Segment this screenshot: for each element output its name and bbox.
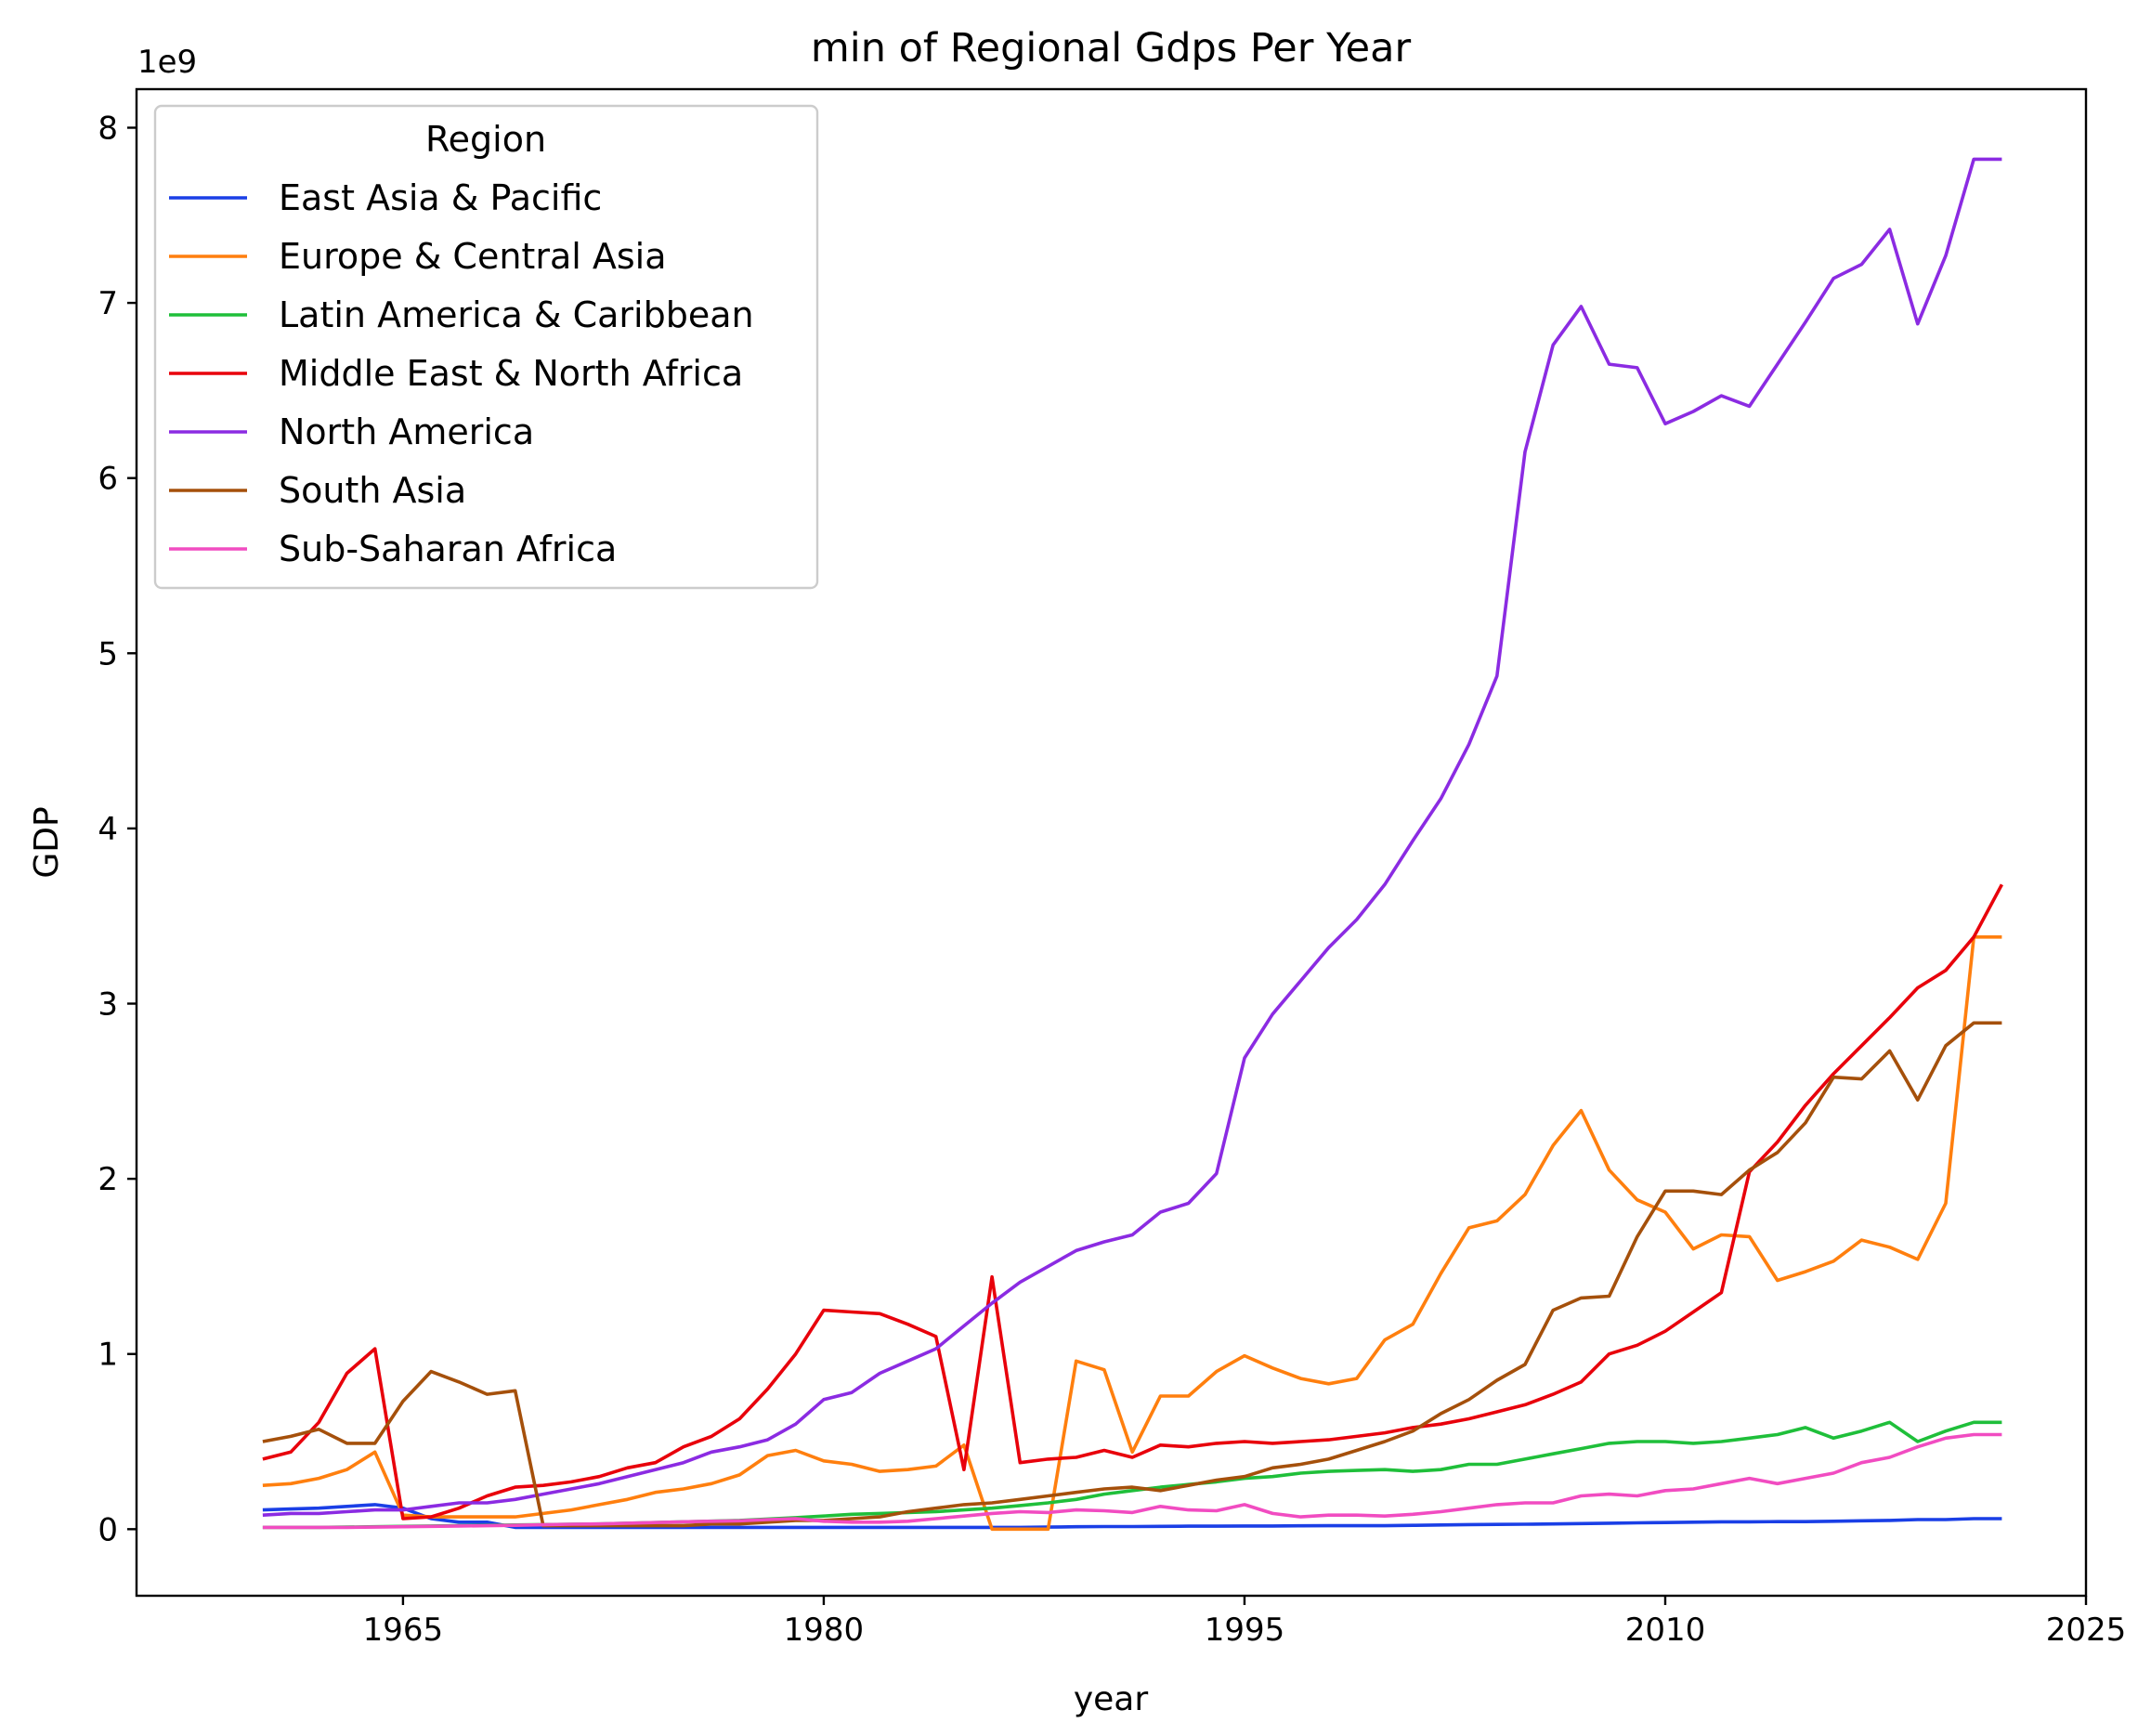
series-group	[262, 157, 2003, 1532]
legend-label-south-asia: South Asia	[279, 470, 466, 511]
chart-title: min of Regional Gdps Per Year	[811, 25, 1412, 72]
legend-title: Region	[425, 119, 546, 160]
y-tick-label: 6	[98, 461, 118, 498]
y-tick-label: 3	[98, 986, 118, 1024]
x-tick-label: 2025	[2046, 1612, 2127, 1649]
y-tick-label: 5	[98, 635, 118, 672]
y-tick-label: 1	[98, 1337, 118, 1374]
y-axis-offset-label: 1e9	[137, 44, 197, 81]
y-axis: 0 1 2 3 4 5 6 7 8	[98, 110, 137, 1548]
series-line-middle-east-north-africa	[262, 883, 2003, 1521]
legend-label-east-asia-pacific: East Asia & Pacific	[279, 177, 602, 218]
legend: Region East Asia & Pacific Europe & Centr…	[153, 104, 819, 590]
y-tick-label: 0	[98, 1511, 118, 1548]
legend-label-latin-america-caribbean: Latin America & Caribbean	[279, 294, 754, 335]
y-tick-label: 8	[98, 110, 118, 147]
legend-label-north-america: North America	[279, 411, 534, 452]
y-axis-label: GDP	[28, 806, 66, 878]
series-line-sub-saharan-africa	[262, 1432, 2002, 1530]
y-tick-label: 4	[98, 811, 118, 848]
legend-box	[153, 104, 819, 590]
x-tick-label: 1995	[1205, 1612, 1285, 1649]
x-tick-label: 2010	[1625, 1612, 1706, 1649]
x-tick-label: 1965	[363, 1612, 444, 1649]
x-axis: 1965 1980 1995 2010 2025	[363, 1596, 2127, 1649]
series-line-east-asia-pacific	[262, 1503, 2002, 1530]
y-tick-label: 2	[98, 1161, 118, 1198]
legend-label-middle-east-north-africa: Middle East & North Africa	[279, 353, 743, 394]
x-tick-label: 1980	[784, 1612, 865, 1649]
x-axis-label: year	[1074, 1680, 1149, 1718]
legend-label-europe-central-asia: Europe & Central Asia	[279, 236, 667, 277]
legend-label-sub-saharan-africa: Sub-Saharan Africa	[279, 529, 617, 569]
legend-entries: East Asia & Pacific Europe & Central Asia…	[169, 177, 754, 569]
series-line-north-america	[262, 157, 2002, 1517]
series-line-europe-central-asia	[262, 934, 2002, 1532]
y-tick-label: 7	[98, 285, 118, 322]
